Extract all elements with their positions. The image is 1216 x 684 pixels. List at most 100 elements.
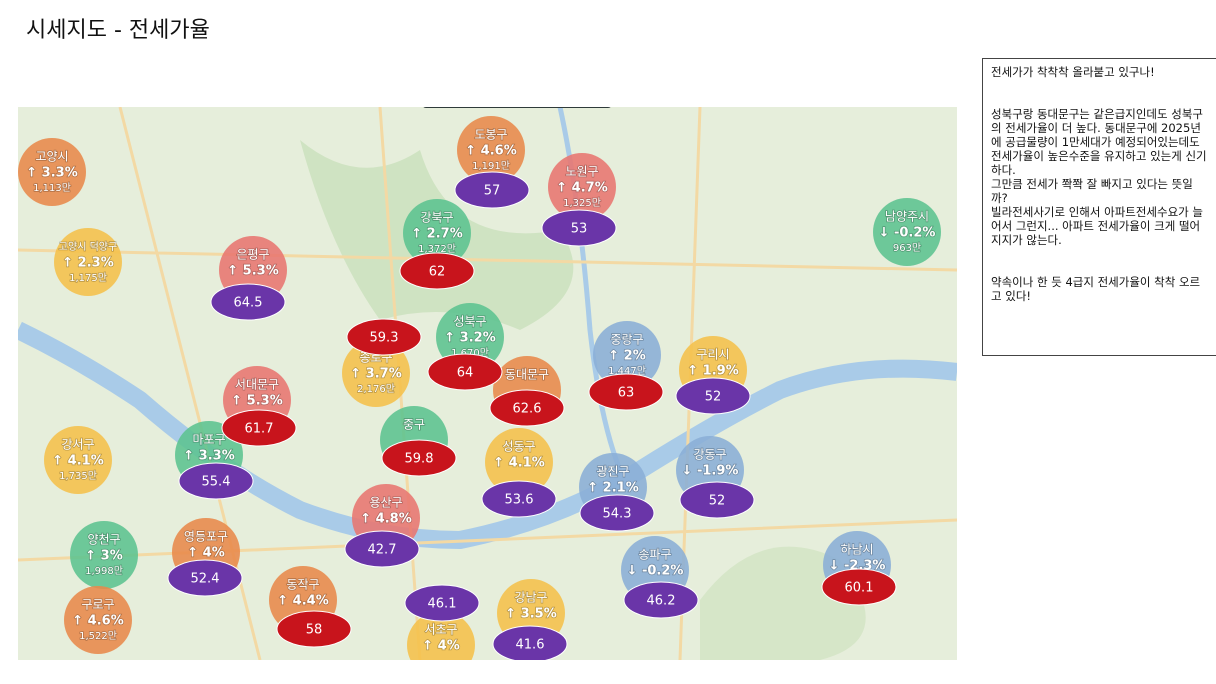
jeonse-ratio: 60.1 (845, 581, 874, 596)
jeonse-ratio: 52 (705, 390, 722, 405)
district-name: 도봉구 (474, 128, 507, 142)
district-circle (64, 586, 132, 654)
district-name: 마포구 (192, 433, 225, 447)
price-change: ↑ 4.7% (556, 181, 607, 196)
district-name: 영등포구 (184, 530, 228, 544)
district-circle (44, 426, 112, 494)
price-per-pyeong: 1,113만 (33, 182, 71, 194)
ratio-badge (541, 209, 617, 247)
price-change: ↓ -0.2% (627, 564, 684, 579)
price-change: ↑ 5.3% (227, 264, 278, 279)
ratio-badge (399, 252, 475, 290)
price-per-pyeong: 1,735만 (59, 470, 97, 482)
ratio-badge (210, 283, 286, 321)
ratio-badge (276, 610, 352, 648)
price-change: ↑ 2.7% (411, 227, 462, 242)
memo-text: 그만큼 전세가 쫙쫙 잘 빠지고 있다는 뜻일까? (991, 177, 1193, 205)
jeonse-ratio: 53 (571, 222, 588, 237)
memo-text: 빌라전세사기로 인해서 아파트전세수요가 늘어서 그런지... 아파트 전세가율… (991, 205, 1203, 247)
jeonse-ratio: 46.1 (428, 597, 457, 612)
district-circle (457, 116, 525, 184)
jeonse-ratio: 62.6 (513, 402, 542, 417)
ratio-badge (481, 480, 557, 518)
ratio-badge (344, 530, 420, 568)
district-circle (407, 611, 475, 660)
district-circle (873, 198, 941, 266)
district-name: 노원구 (565, 165, 598, 179)
price-change: ↑ 4.1% (52, 454, 103, 469)
jeonse-ratio: 59.3 (370, 331, 399, 346)
district-name: 용산구 (369, 496, 402, 510)
ratio-badge (454, 171, 530, 209)
jeonse-ratio: 52.4 (191, 572, 220, 587)
price-change: ↑ 3.7% (350, 367, 401, 382)
district-name: 고양시 (35, 150, 68, 164)
district-circle (403, 199, 471, 267)
jeonse-ratio: 63 (618, 386, 635, 401)
memo-text: 성북구랑 동대문구는 같은급지인데도 성북구의 전세가율이 더 높다. 동대문구… (991, 107, 1207, 177)
price-change: ↑ 2.1% (587, 481, 638, 496)
jeonse-ratio: 64 (457, 366, 474, 381)
jeonse-ratio: 62 (429, 265, 446, 280)
price-change: ↑ 2.3% (62, 256, 113, 271)
price-change: ↑ 4.6% (465, 144, 516, 159)
price-change: ↑ 4% (422, 639, 460, 654)
map-control (423, 107, 611, 108)
district-circle (342, 339, 410, 407)
price-change: ↑ 4% (187, 546, 225, 561)
price-change: ↑ 4.8% (360, 512, 411, 527)
district-name: 고양시 덕양구 (59, 241, 117, 253)
park-area (700, 546, 866, 660)
ratio-badge (579, 494, 655, 532)
memo-box: 전세가가 착착착 올라붙고 있구나! 성북구랑 동대문구는 같은급지인데도 성북… (982, 58, 1216, 356)
price-per-pyeong: 1,175만 (69, 272, 107, 284)
price-change: ↑ 3.3% (26, 166, 77, 181)
price-per-pyeong: 1,372만 (418, 243, 456, 255)
price-per-pyeong: 2,176만 (357, 383, 395, 395)
district-name: 구로구 (81, 598, 114, 612)
district-circle (485, 428, 553, 496)
jeonse-ratio: 53.6 (505, 493, 534, 508)
district-name: 하남시 (840, 543, 873, 557)
district-name: 중구 (403, 418, 425, 432)
price-change: ↓ -0.2% (879, 226, 936, 241)
price-per-pyeong: 1,191만 (472, 160, 510, 172)
jeonse-ratio: 64.5 (234, 296, 263, 311)
page-title: 시세지도 - 전세가율 (26, 18, 210, 43)
price-change: ↑ 3.3% (183, 449, 234, 464)
district-name: 서초구 (424, 623, 457, 637)
district-name: 성동구 (502, 440, 535, 454)
price-change: ↑ 3.5% (505, 607, 556, 622)
jeonse-ratio: 42.7 (368, 543, 397, 558)
district-circle (593, 321, 661, 389)
ratio-badge (821, 568, 897, 606)
price-change: ↑ 3.2% (444, 331, 495, 346)
price-change: ↑ 4.1% (493, 456, 544, 471)
district-name: 동작구 (286, 578, 319, 592)
price-per-pyeong: 1,998만 (85, 565, 123, 577)
ratio-badge (623, 581, 699, 619)
ratio-badge (675, 377, 751, 415)
district-name: 강서구 (61, 438, 94, 452)
jeonse-ratio: 41.6 (516, 638, 545, 653)
memo-text: 약속이나 한 듯 4급지 전세가율이 착착 오르고 있다! (991, 275, 1201, 303)
district-name: 성북구 (453, 315, 486, 329)
price-change: ↑ 3% (85, 549, 123, 564)
district-circle (18, 138, 86, 206)
ratio-badge (381, 439, 457, 477)
memo-text: 전세가가 착착착 올라붙고 있구나! (991, 65, 1155, 79)
price-change: ↑ 2% (608, 349, 646, 364)
district-name: 은평구 (236, 248, 269, 262)
district-name: 구리시 (696, 348, 729, 362)
price-change: ↓ -1.9% (682, 464, 739, 479)
ratio-badge (679, 481, 755, 519)
ratio-badge (178, 462, 254, 500)
district-circle (436, 303, 504, 371)
jeonse-ratio: 52 (709, 494, 726, 509)
district-name: 양천구 (87, 532, 120, 547)
district-name: 송파구 (638, 548, 671, 562)
district-name: 남양주시 (885, 210, 929, 224)
price-per-pyeong: 963만 (893, 242, 921, 254)
